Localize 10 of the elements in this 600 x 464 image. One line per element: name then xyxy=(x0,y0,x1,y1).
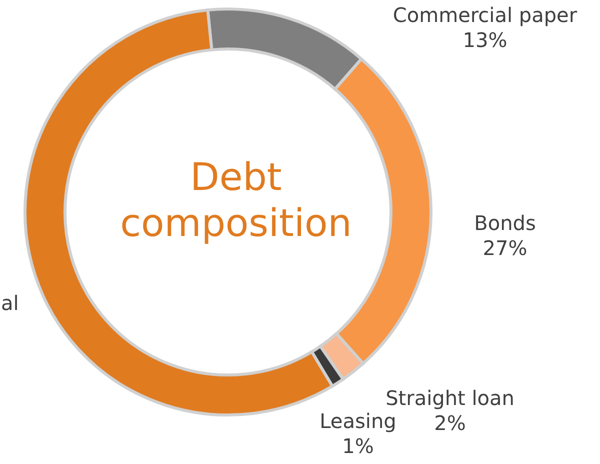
data-label: 1% xyxy=(342,434,374,458)
data-label: 13% xyxy=(462,28,508,52)
slice-label: al xyxy=(1,291,19,315)
data-label: 27% xyxy=(482,236,528,260)
data-label: 2% xyxy=(434,411,466,435)
slice-label: Bonds xyxy=(474,211,536,235)
text: Debt composition xyxy=(120,155,352,245)
slice-label: Leasing xyxy=(320,409,396,433)
slice-label: Commercial paper xyxy=(392,3,578,27)
slice-label: Straight loan xyxy=(386,386,514,410)
